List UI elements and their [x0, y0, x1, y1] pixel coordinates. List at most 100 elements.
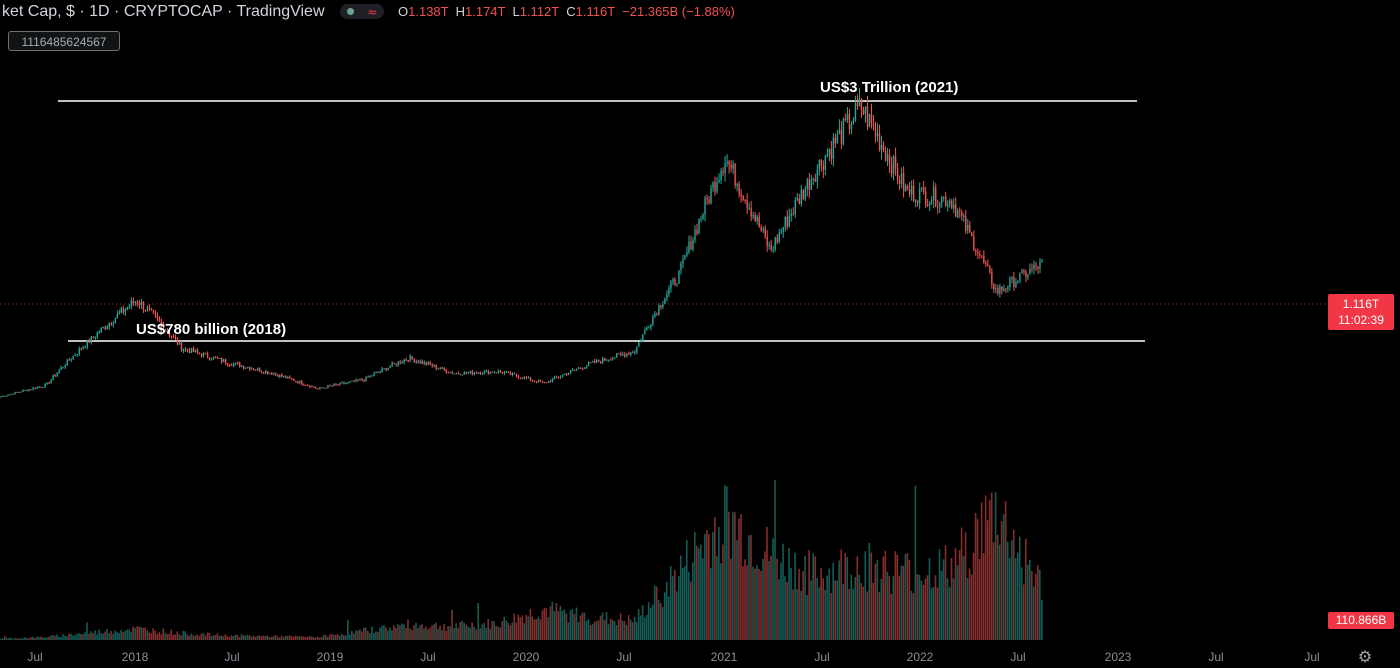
- volume-bar: [744, 559, 746, 640]
- candle-body: [158, 318, 161, 322]
- candle-body: [473, 372, 476, 375]
- candle-body: [936, 206, 939, 208]
- wave-icon: ≈: [367, 4, 378, 19]
- volume-bar: [667, 596, 670, 640]
- volume-bar: [357, 630, 359, 640]
- volume-bar: [28, 638, 30, 640]
- volume-bar: [734, 512, 736, 640]
- candle-body: [190, 348, 193, 354]
- candle-body: [94, 337, 96, 339]
- volume-bar: [673, 569, 676, 640]
- volume-bar: [718, 526, 720, 640]
- volume-bar: [168, 633, 171, 640]
- candle-body: [692, 239, 694, 250]
- candle-body: [939, 203, 941, 207]
- market-status-indicator[interactable]: ≈: [340, 4, 384, 19]
- volume-bar: [583, 612, 586, 640]
- volume-bar: [812, 553, 814, 640]
- volume-bar: [878, 591, 881, 640]
- volume-bar: [950, 557, 953, 640]
- candle-body: [750, 208, 752, 217]
- volume-bar: [312, 637, 315, 640]
- volume-bar: [976, 518, 979, 640]
- volume-bar: [691, 562, 694, 640]
- volume-bar: [778, 579, 780, 640]
- volume-bar: [946, 578, 949, 640]
- candle-body: [427, 362, 429, 365]
- time-axis-label: Jul: [1208, 650, 1224, 664]
- volume-bar: [912, 593, 915, 640]
- volume-bar: [952, 578, 955, 640]
- candle-body: [722, 171, 724, 173]
- symbol-title[interactable]: ket Cap, $ · 1D · CRYPTOCAP · TradingVie…: [2, 3, 325, 20]
- time-axis[interactable]: Jul 2018 Jul 2019 Jul 2020 Jul 2021 Jul 2022 Jul 20…: [0, 650, 1330, 668]
- volume-bar: [399, 625, 401, 640]
- volume-bar: [156, 633, 159, 640]
- volume-bar: [12, 638, 14, 640]
- candle-body: [445, 369, 447, 373]
- volume-bar: [248, 635, 251, 640]
- candle-body: [467, 372, 470, 374]
- volume-bar: [487, 618, 490, 640]
- candle-body: [600, 361, 602, 363]
- candle-body: [678, 270, 680, 284]
- candle-body: [808, 179, 811, 190]
- volume-bar: [655, 586, 658, 640]
- candle-body: [642, 334, 644, 341]
- volume-bar: [92, 632, 94, 640]
- annotation-780-billion: US$780 billion (2018): [136, 321, 287, 338]
- volume-bar: [471, 622, 473, 640]
- volume-bar: [467, 626, 469, 640]
- candle-body: [704, 197, 706, 215]
- volume-bar: [804, 555, 806, 640]
- candle-body: [1039, 260, 1041, 269]
- volume-bar: [102, 633, 104, 640]
- candle-body: [251, 368, 253, 370]
- volume-bar: [1010, 540, 1013, 640]
- volume-bar: [842, 584, 845, 640]
- volume-bar: [46, 637, 48, 640]
- gear-icon[interactable]: ⚙: [1357, 647, 1373, 666]
- volume-bar: [282, 637, 285, 640]
- candle-body: [581, 367, 584, 369]
- volume-bar: [603, 620, 606, 640]
- candle-body: [760, 226, 762, 231]
- volume-bar: [82, 634, 84, 640]
- volume-bar: [902, 565, 905, 640]
- volume-bar: [938, 549, 941, 640]
- volume-bar: [475, 629, 477, 640]
- candle-body: [680, 263, 682, 271]
- candle-body: [309, 385, 311, 388]
- candle-body: [872, 123, 875, 127]
- volume-bar: [1006, 541, 1009, 640]
- candle-body: [818, 159, 821, 169]
- candle-body: [521, 378, 524, 380]
- volume-bar: [349, 634, 351, 640]
- candle-body: [273, 373, 275, 375]
- candle-body: [844, 118, 847, 121]
- volume-bar: [886, 571, 889, 640]
- volume-bar: [242, 635, 245, 640]
- volume-bar: [104, 631, 106, 640]
- candle-body: [337, 384, 339, 386]
- candle-body: [706, 197, 708, 200]
- candle-body: [949, 200, 951, 205]
- volume-bar: [16, 638, 18, 640]
- candle-body: [632, 352, 634, 354]
- candle-body: [142, 301, 145, 310]
- volume-bar: [581, 612, 584, 640]
- candle-body: [985, 262, 987, 265]
- candle-body: [439, 368, 441, 370]
- volume-bar: [152, 628, 155, 640]
- candle-body: [622, 354, 624, 356]
- volume-bar: [377, 631, 379, 640]
- candle-body: [10, 393, 12, 395]
- candle-body: [963, 215, 965, 217]
- volume-bar: [401, 623, 403, 640]
- candle-body: [656, 313, 658, 315]
- candle-body: [1023, 270, 1025, 272]
- volume-bar: [892, 576, 895, 640]
- candle-body: [295, 381, 297, 383]
- volume-bar: [114, 630, 116, 640]
